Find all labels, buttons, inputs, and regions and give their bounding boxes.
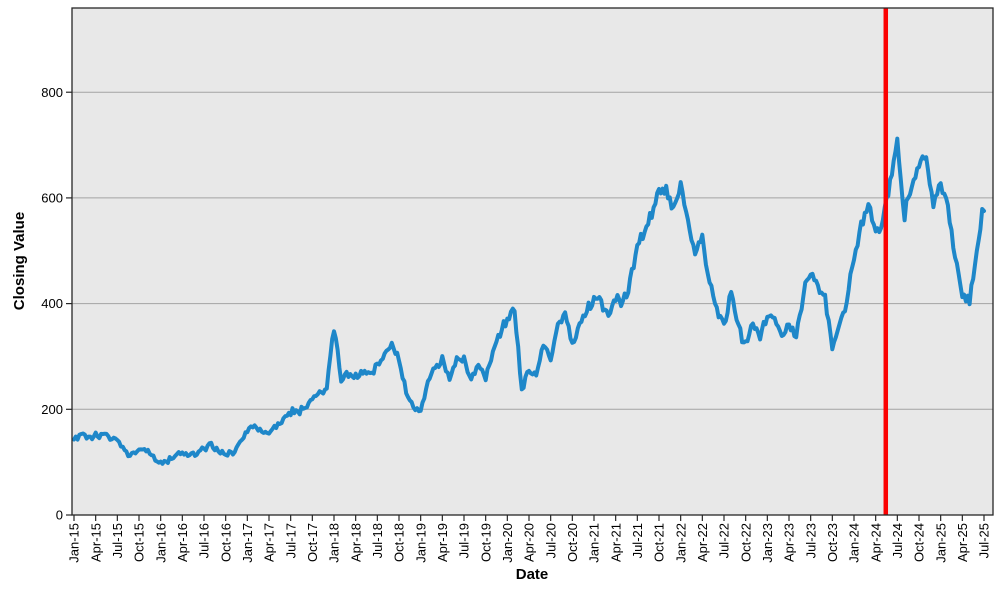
x-tick-label: Jan-20 xyxy=(500,523,515,563)
x-tick-label: Jul-17 xyxy=(283,523,298,558)
x-tick-label: Jul-15 xyxy=(110,523,125,558)
x-tick-label: Jul-18 xyxy=(370,523,385,558)
x-tick-label: Oct-18 xyxy=(392,523,407,562)
x-tick-label: Jan-18 xyxy=(327,523,342,563)
x-tick-label: Apr-20 xyxy=(522,523,537,562)
y-tick-label: 400 xyxy=(41,296,63,311)
plot-border xyxy=(71,7,994,516)
x-tick-label: Apr-18 xyxy=(348,523,363,562)
x-tick-label: Apr-21 xyxy=(608,523,623,562)
x-tick-label: Apr-16 xyxy=(175,523,190,562)
x-tick-label: Oct-19 xyxy=(478,523,493,562)
x-tick-label: Jan-15 xyxy=(67,523,82,563)
x-tick-label: Apr-24 xyxy=(868,523,883,562)
x-tick-label: Jan-23 xyxy=(760,523,775,563)
x-tick-label: Apr-25 xyxy=(955,523,970,562)
x-tick-label: Jul-21 xyxy=(630,523,645,558)
x-tick-label: Jan-25 xyxy=(933,523,948,563)
y-tick-label: 600 xyxy=(41,191,63,206)
x-tick-label: Jan-19 xyxy=(413,523,428,563)
x-axis-title: Date xyxy=(515,566,549,583)
x-tick-label: Jan-24 xyxy=(847,523,862,563)
y-tick-label: 200 xyxy=(41,402,63,417)
x-tick-label: Apr-15 xyxy=(88,523,103,562)
x-tick-label: Apr-19 xyxy=(435,523,450,562)
x-tick-label: Jul-20 xyxy=(543,523,558,558)
closing-value-line xyxy=(72,136,986,466)
x-tick-label: Oct-17 xyxy=(305,523,320,562)
y-tick-label: 800 xyxy=(41,85,63,100)
x-tick-label: Apr-17 xyxy=(262,523,277,562)
x-tick-label: Jul-23 xyxy=(803,523,818,558)
x-tick-label: Apr-22 xyxy=(695,523,710,562)
x-tick-label: Jul-16 xyxy=(197,523,212,558)
x-tick-label: Oct-23 xyxy=(825,523,840,562)
x-tick-label: Jan-17 xyxy=(240,523,255,563)
y-tick-label: 0 xyxy=(56,508,63,523)
x-tick-label: Jul-22 xyxy=(717,523,732,558)
x-tick-label: Jul-24 xyxy=(890,523,905,558)
x-tick-label: Oct-15 xyxy=(132,523,147,562)
x-tick-label: Jul-19 xyxy=(457,523,472,558)
x-tick-label: Jan-21 xyxy=(587,523,602,563)
x-tick-label: Oct-24 xyxy=(912,523,927,562)
x-tick-label: Jan-22 xyxy=(673,523,688,563)
x-tick-label: Oct-16 xyxy=(218,523,233,562)
x-tick-label: Oct-20 xyxy=(565,523,580,562)
y-axis-title: Closing Value xyxy=(11,211,28,311)
x-tick-label: Oct-22 xyxy=(738,523,753,562)
x-tick-label: Oct-21 xyxy=(652,523,667,562)
x-tick-label: Jul-25 xyxy=(977,523,992,558)
x-tick-label: Jan-16 xyxy=(153,523,168,563)
x-tick-label: Apr-23 xyxy=(782,523,797,562)
